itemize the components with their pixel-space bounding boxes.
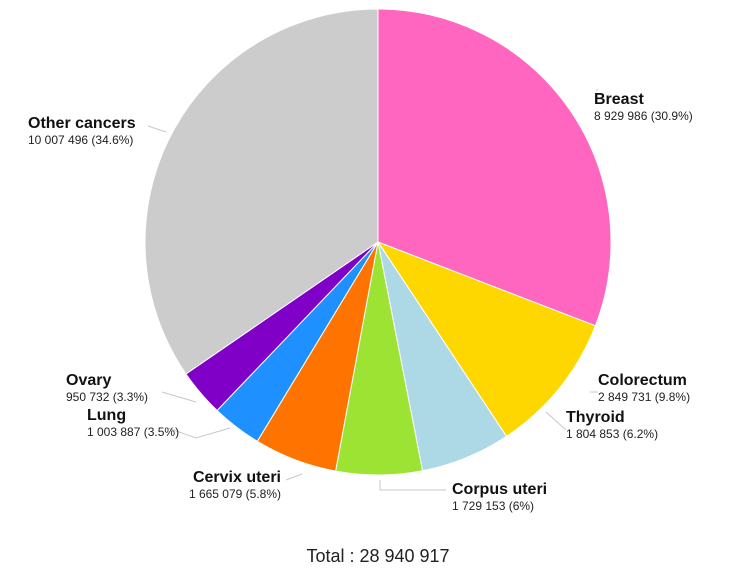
slice-label-name: Colorectum	[598, 372, 687, 389]
slice-label-name: Breast	[594, 91, 644, 108]
slice-label-name: Lung	[87, 407, 126, 424]
leader-line	[285, 473, 303, 481]
pie-slice-colorectum	[376, 240, 597, 438]
leader-line	[545, 411, 567, 431]
leader-line	[147, 125, 167, 133]
slice-label-name: Ovary	[66, 372, 111, 389]
slice-label-name: Other cancers	[28, 115, 136, 132]
slice-label-value: 1 804 853 (6.2%)	[566, 427, 658, 441]
slice-label-name: Thyroid	[566, 409, 625, 426]
slice-label-name: Cervix uteri	[193, 469, 281, 486]
pie-slice-other-cancers	[144, 8, 379, 375]
slice-label-name: Corpus uteri	[452, 481, 547, 498]
slice-label-value: 1 003 887 (3.5%)	[87, 425, 179, 439]
pie-slices	[144, 8, 612, 476]
leader-line	[379, 480, 446, 491]
leader-lines	[147, 89, 598, 491]
slice-label-value: 1 729 153 (6%)	[452, 499, 534, 513]
slice-label-value: 2 849 731 (9.8%)	[598, 390, 690, 404]
pie-slice-breast	[377, 8, 612, 327]
leader-line	[161, 391, 197, 403]
slice-label-value: 1 665 079 (5.8%)	[189, 487, 281, 501]
leader-line	[167, 427, 231, 439]
slice-label-value: 950 732 (3.3%)	[66, 390, 148, 404]
total-label: Total : 28 940 917	[306, 546, 449, 566]
slice-label-value: 10 007 496 (34.6%)	[28, 133, 133, 147]
slice-label-value: 8 929 986 (30.9%)	[594, 109, 693, 123]
